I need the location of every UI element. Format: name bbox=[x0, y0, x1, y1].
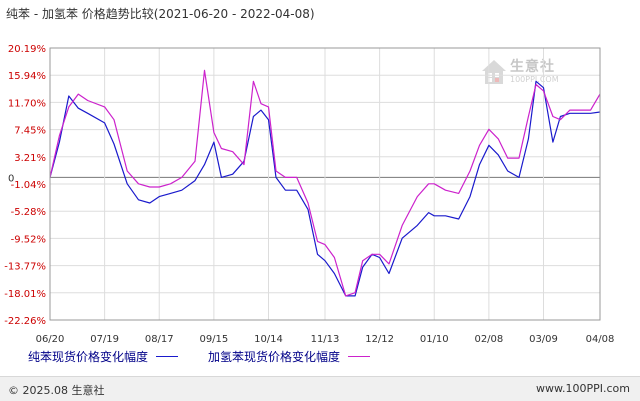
y-tick-label: 3.21% bbox=[14, 153, 46, 164]
footer-bar: © 2025.08 生意社 www.100PPI.com bbox=[0, 376, 640, 401]
x-tick-label: 10/14 bbox=[254, 334, 283, 345]
plot-frame bbox=[49, 47, 601, 321]
chart-plot: 20.19% 15.94% 11.70% 7.45% 3.21% -1.04% -5.28%… bbox=[4, 44, 615, 345]
footer-website-link[interactable]: www.100PPI.com bbox=[536, 382, 630, 395]
y-tick-label: -18.01% bbox=[4, 289, 46, 300]
chart-title: 纯苯 - 加氢苯 价格趋势比较(2021-06-20 - 2022-04-08) bbox=[6, 7, 315, 21]
x-tick-label: 04/08 bbox=[586, 334, 615, 345]
x-tick-label: 09/15 bbox=[199, 334, 228, 345]
x-tick-label: 07/19 bbox=[90, 334, 119, 345]
y-tick-label: -1.04% bbox=[11, 180, 46, 191]
series-line-1 bbox=[49, 80, 601, 297]
legend: 纯苯现货价格变化幅度 加氢苯现货价格变化幅度 bbox=[28, 348, 400, 365]
watermark-sub: 100PPI.COM bbox=[510, 75, 559, 84]
legend-swatch-series-1 bbox=[156, 356, 179, 357]
y-tick-label: -22.26% bbox=[4, 316, 46, 327]
footer-copyright: © 2025.08 生意社 bbox=[8, 384, 105, 397]
series-layer bbox=[49, 69, 601, 297]
series-line-2 bbox=[49, 69, 601, 297]
legend-item-series-2: 加氢苯现货价格变化幅度 bbox=[208, 348, 378, 365]
legend-label-series-2: 加氢苯现货价格变化幅度 bbox=[208, 350, 341, 364]
y-tick-label: -5.28% bbox=[11, 207, 46, 218]
zero-label: 0 bbox=[8, 173, 14, 184]
y-tick-label: -13.77% bbox=[4, 262, 46, 273]
x-tick-label: 02/08 bbox=[474, 334, 503, 345]
x-tick-label: 12/12 bbox=[365, 334, 394, 345]
y-axis-ticks: 20.19% 15.94% 11.70% 7.45% 3.21% -1.04% -5.28%… bbox=[4, 44, 46, 327]
x-tick-label: 01/10 bbox=[420, 334, 449, 345]
x-axis-ticks: 06/20 07/19 08/17 09/15 10/14 11/13 12/12 01/10… bbox=[36, 334, 615, 345]
y-tick-label: 15.94% bbox=[8, 71, 46, 82]
y-tick-label: 20.19% bbox=[8, 44, 46, 55]
y-tick-label: 7.45% bbox=[14, 126, 46, 137]
legend-item-series-1: 纯苯现货价格变化幅度 bbox=[28, 348, 186, 365]
y-tick-label: -9.52% bbox=[11, 234, 46, 245]
x-tick-label: 11/13 bbox=[311, 334, 340, 345]
x-tick-label: 06/20 bbox=[36, 334, 65, 345]
x-tick-label: 03/09 bbox=[529, 334, 558, 345]
grid bbox=[50, 48, 600, 320]
legend-label-series-1: 纯苯现货价格变化幅度 bbox=[28, 350, 149, 364]
legend-swatch-series-2 bbox=[348, 356, 371, 357]
x-tick-label: 08/17 bbox=[145, 334, 174, 345]
y-tick-label: 11.70% bbox=[8, 98, 46, 109]
